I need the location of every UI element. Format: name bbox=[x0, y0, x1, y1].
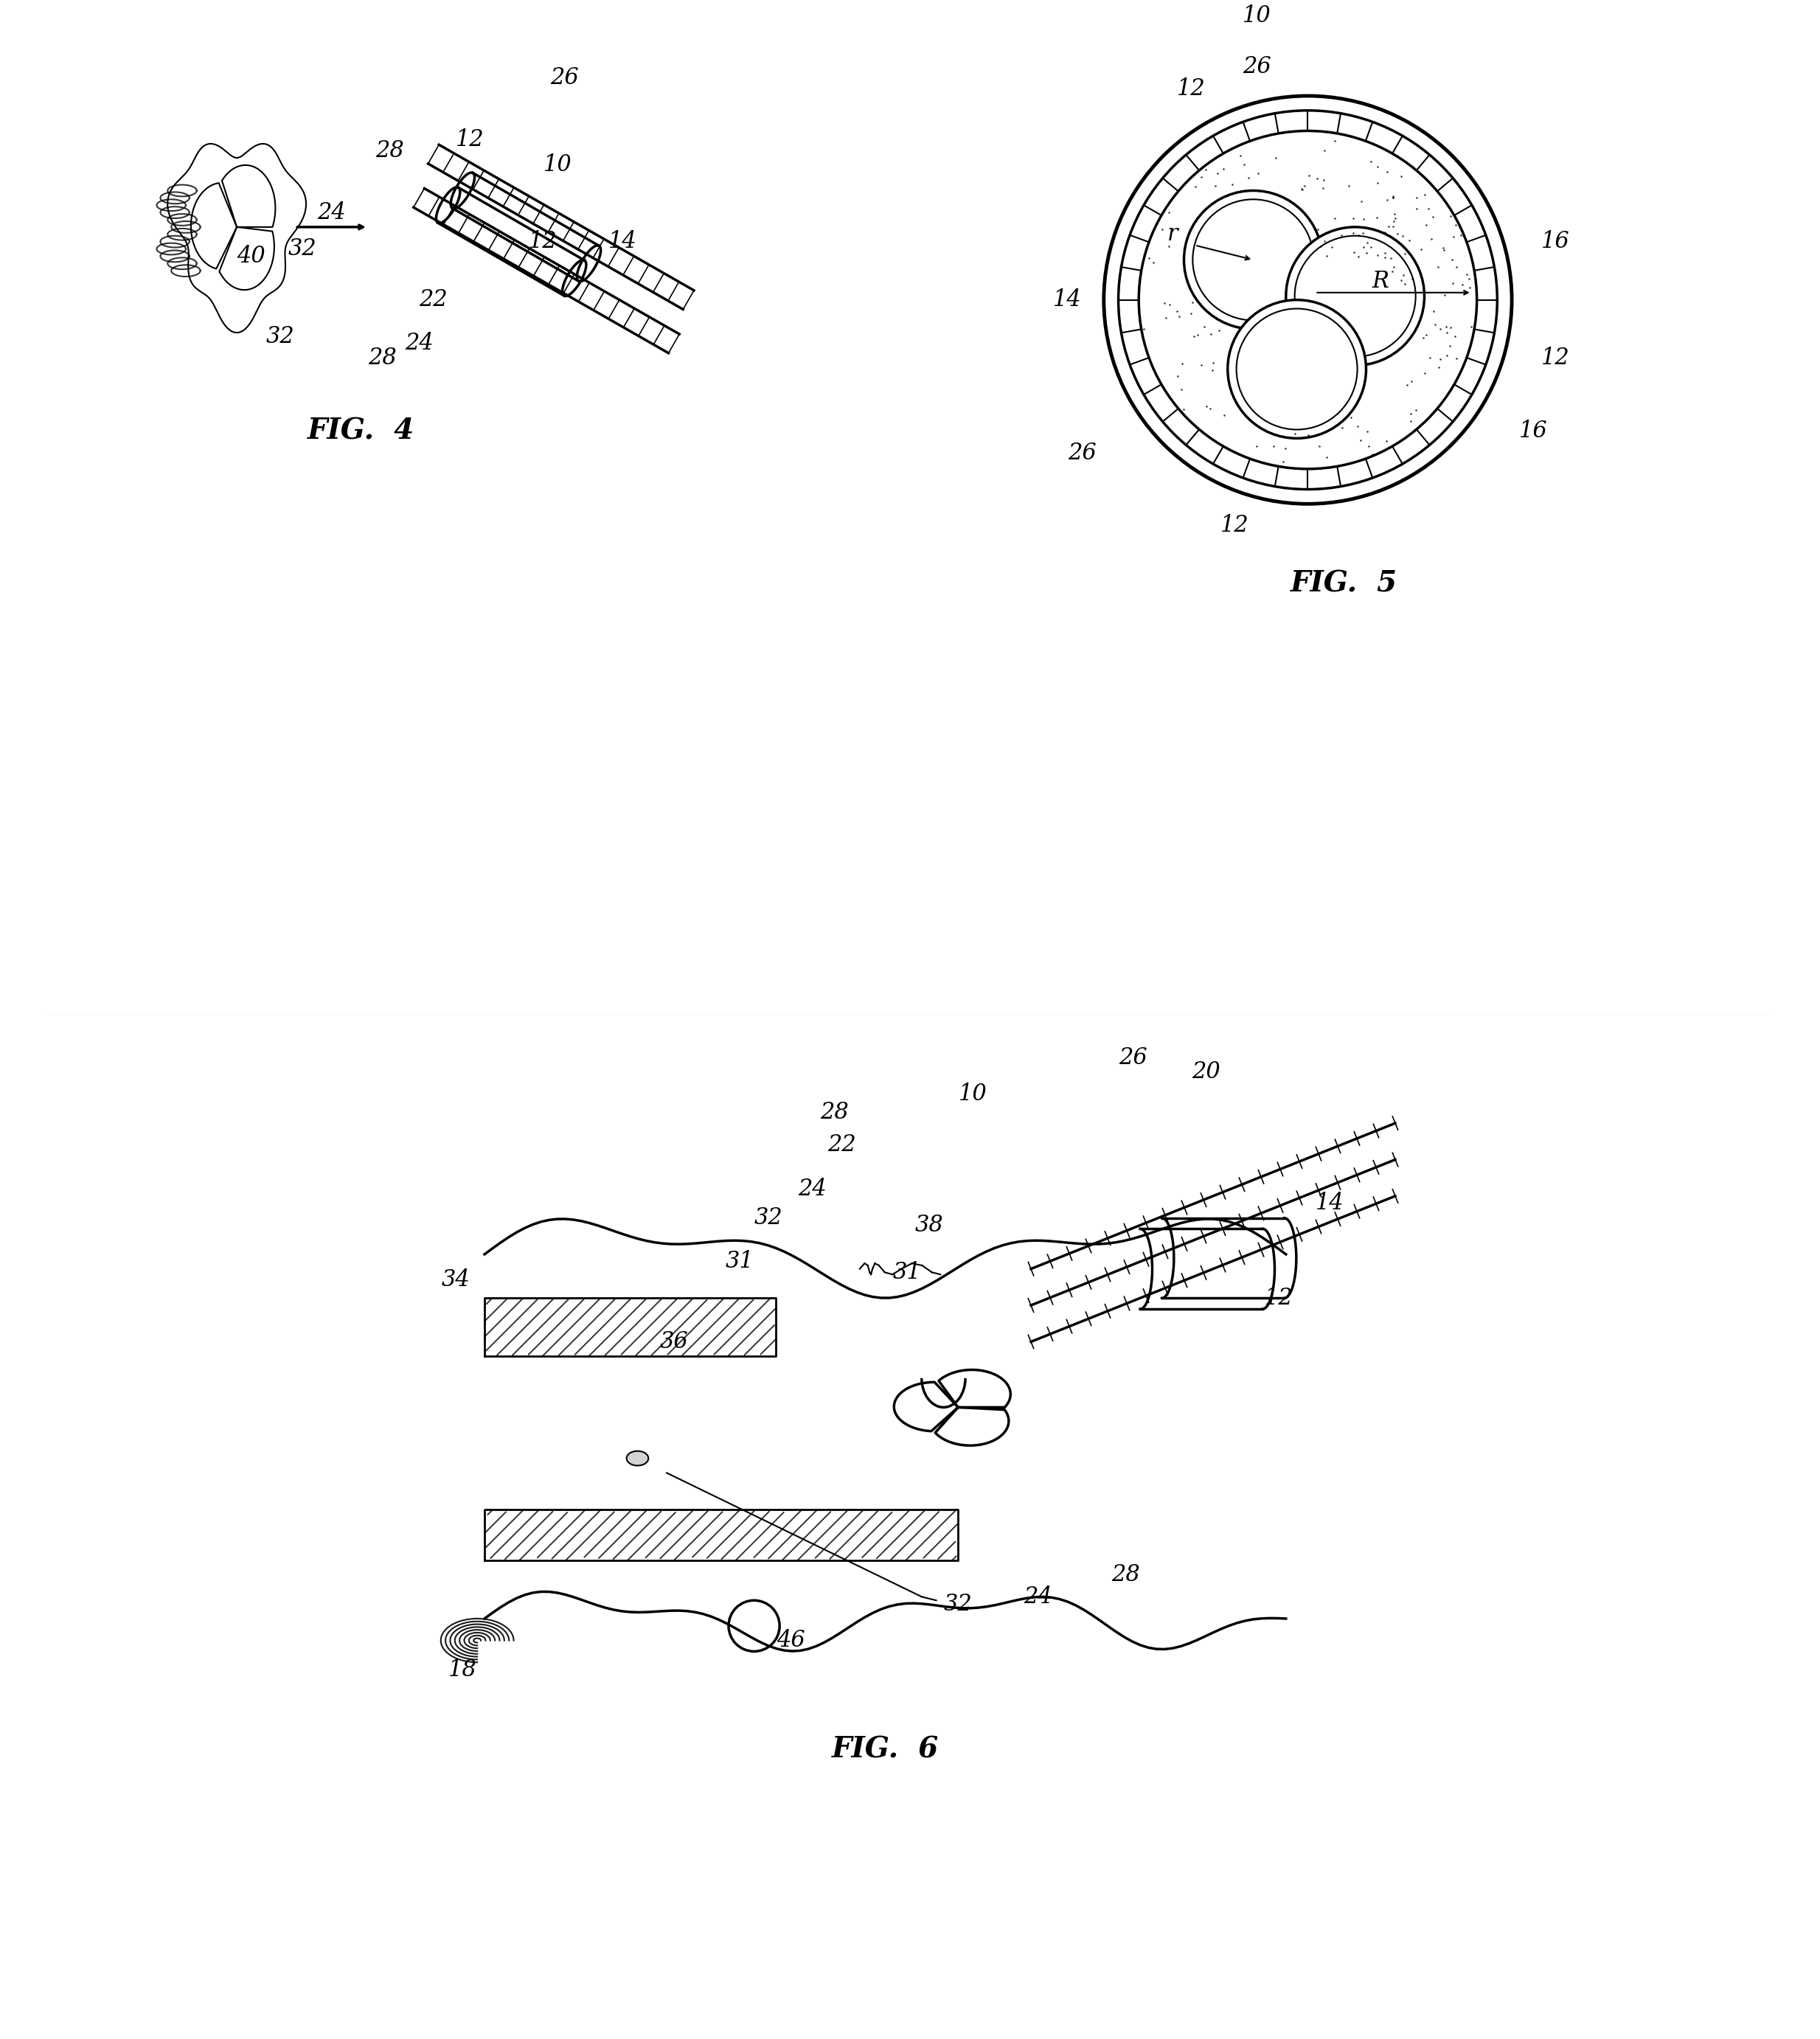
Text: 10: 10 bbox=[959, 1083, 986, 1105]
Text: FIG.  6: FIG. 6 bbox=[832, 1735, 939, 1764]
Text: 32: 32 bbox=[288, 237, 317, 261]
Text: 22: 22 bbox=[419, 287, 448, 312]
Text: 34: 34 bbox=[440, 1268, 470, 1291]
Text: R: R bbox=[1372, 271, 1389, 294]
Ellipse shape bbox=[626, 1452, 648, 1466]
Text: 16: 16 bbox=[1542, 230, 1571, 253]
Text: 24: 24 bbox=[317, 202, 346, 224]
Text: 26: 26 bbox=[1068, 442, 1096, 465]
Text: 24: 24 bbox=[799, 1177, 826, 1201]
Circle shape bbox=[1185, 190, 1323, 328]
Text: 28: 28 bbox=[368, 347, 397, 369]
Text: 22: 22 bbox=[828, 1134, 855, 1156]
Text: 12: 12 bbox=[1221, 514, 1249, 536]
Text: 28: 28 bbox=[375, 139, 404, 161]
Text: 26: 26 bbox=[1243, 55, 1270, 77]
Text: 26: 26 bbox=[550, 65, 579, 90]
Text: 10: 10 bbox=[542, 153, 571, 177]
Text: 31: 31 bbox=[724, 1250, 753, 1272]
Text: 32: 32 bbox=[753, 1207, 783, 1230]
Text: 32: 32 bbox=[266, 324, 295, 349]
Text: 20: 20 bbox=[1192, 1060, 1219, 1083]
Text: 10: 10 bbox=[1243, 4, 1270, 27]
Text: 24: 24 bbox=[404, 332, 433, 355]
Text: 32: 32 bbox=[945, 1592, 972, 1615]
Circle shape bbox=[1236, 308, 1358, 430]
Circle shape bbox=[1192, 200, 1314, 320]
Text: 40: 40 bbox=[237, 245, 266, 267]
Text: 18: 18 bbox=[448, 1658, 477, 1680]
Circle shape bbox=[1294, 237, 1416, 357]
Circle shape bbox=[728, 1601, 779, 1652]
Text: 46: 46 bbox=[775, 1629, 804, 1652]
Text: 28: 28 bbox=[1112, 1564, 1139, 1586]
Text: 14: 14 bbox=[608, 230, 637, 253]
Text: 12: 12 bbox=[455, 128, 484, 151]
Text: 14: 14 bbox=[1316, 1193, 1343, 1215]
Text: 16: 16 bbox=[1520, 420, 1549, 442]
Text: 24: 24 bbox=[1025, 1584, 1052, 1609]
Text: 36: 36 bbox=[659, 1329, 688, 1354]
Text: 38: 38 bbox=[915, 1213, 943, 1236]
Text: 14: 14 bbox=[1054, 287, 1081, 312]
Text: r: r bbox=[1168, 222, 1178, 247]
Circle shape bbox=[1287, 226, 1425, 365]
Text: 26: 26 bbox=[1119, 1046, 1147, 1068]
Text: 12: 12 bbox=[1542, 347, 1571, 369]
Circle shape bbox=[1228, 300, 1367, 438]
Text: FIG.  5: FIG. 5 bbox=[1290, 571, 1398, 597]
Text: 31: 31 bbox=[894, 1260, 921, 1285]
Text: FIG.  4: FIG. 4 bbox=[308, 418, 415, 445]
Text: 12: 12 bbox=[528, 230, 557, 253]
Text: 28: 28 bbox=[821, 1101, 848, 1123]
Text: 12: 12 bbox=[1265, 1287, 1292, 1309]
Text: 12: 12 bbox=[1178, 77, 1205, 100]
